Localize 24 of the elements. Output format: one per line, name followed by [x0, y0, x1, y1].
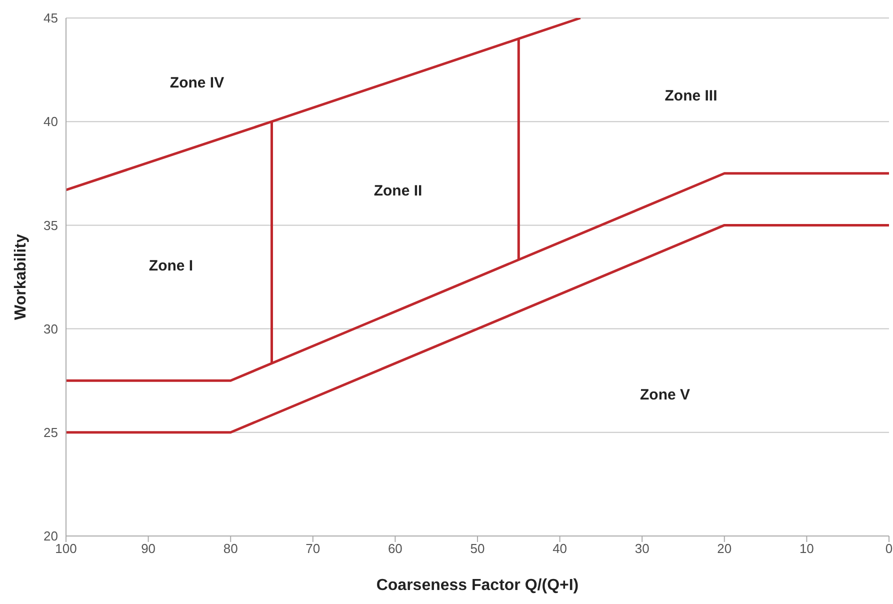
x-tick-label: 30: [634, 541, 650, 556]
y-tick-label: 35: [44, 218, 58, 233]
annotation: Zone IV: [170, 74, 224, 92]
x-tick-label: 80: [223, 541, 238, 556]
annotation: Zone III: [664, 88, 718, 104]
x-tick-label: 0: [885, 541, 893, 556]
y-tick-label: 20: [44, 528, 58, 544]
y-tick-label: 45: [44, 10, 58, 26]
y-tick-label: 40: [44, 114, 58, 130]
annotation: Zone I: [148, 258, 194, 274]
y-tick-label: 25: [44, 425, 58, 440]
x-tick-label: 60: [388, 541, 402, 556]
x-tick-label: 70: [306, 541, 320, 556]
y-axis-title: Workability: [12, 234, 30, 320]
x-tick-label: 40: [552, 541, 568, 556]
annotation: Zone V: [640, 386, 690, 404]
x-axis-title: Coarseness Factor Q/(Q+I): [376, 577, 579, 594]
x-tick-label: 50: [470, 541, 485, 556]
x-tick-label: 100: [55, 541, 77, 556]
x-tick-label: 10: [799, 541, 814, 556]
annotation: Zone II: [374, 182, 422, 200]
x-tick-label: 20: [717, 541, 732, 556]
y-tick-label: 30: [44, 321, 58, 336]
x-tick-label: 90: [141, 541, 156, 556]
